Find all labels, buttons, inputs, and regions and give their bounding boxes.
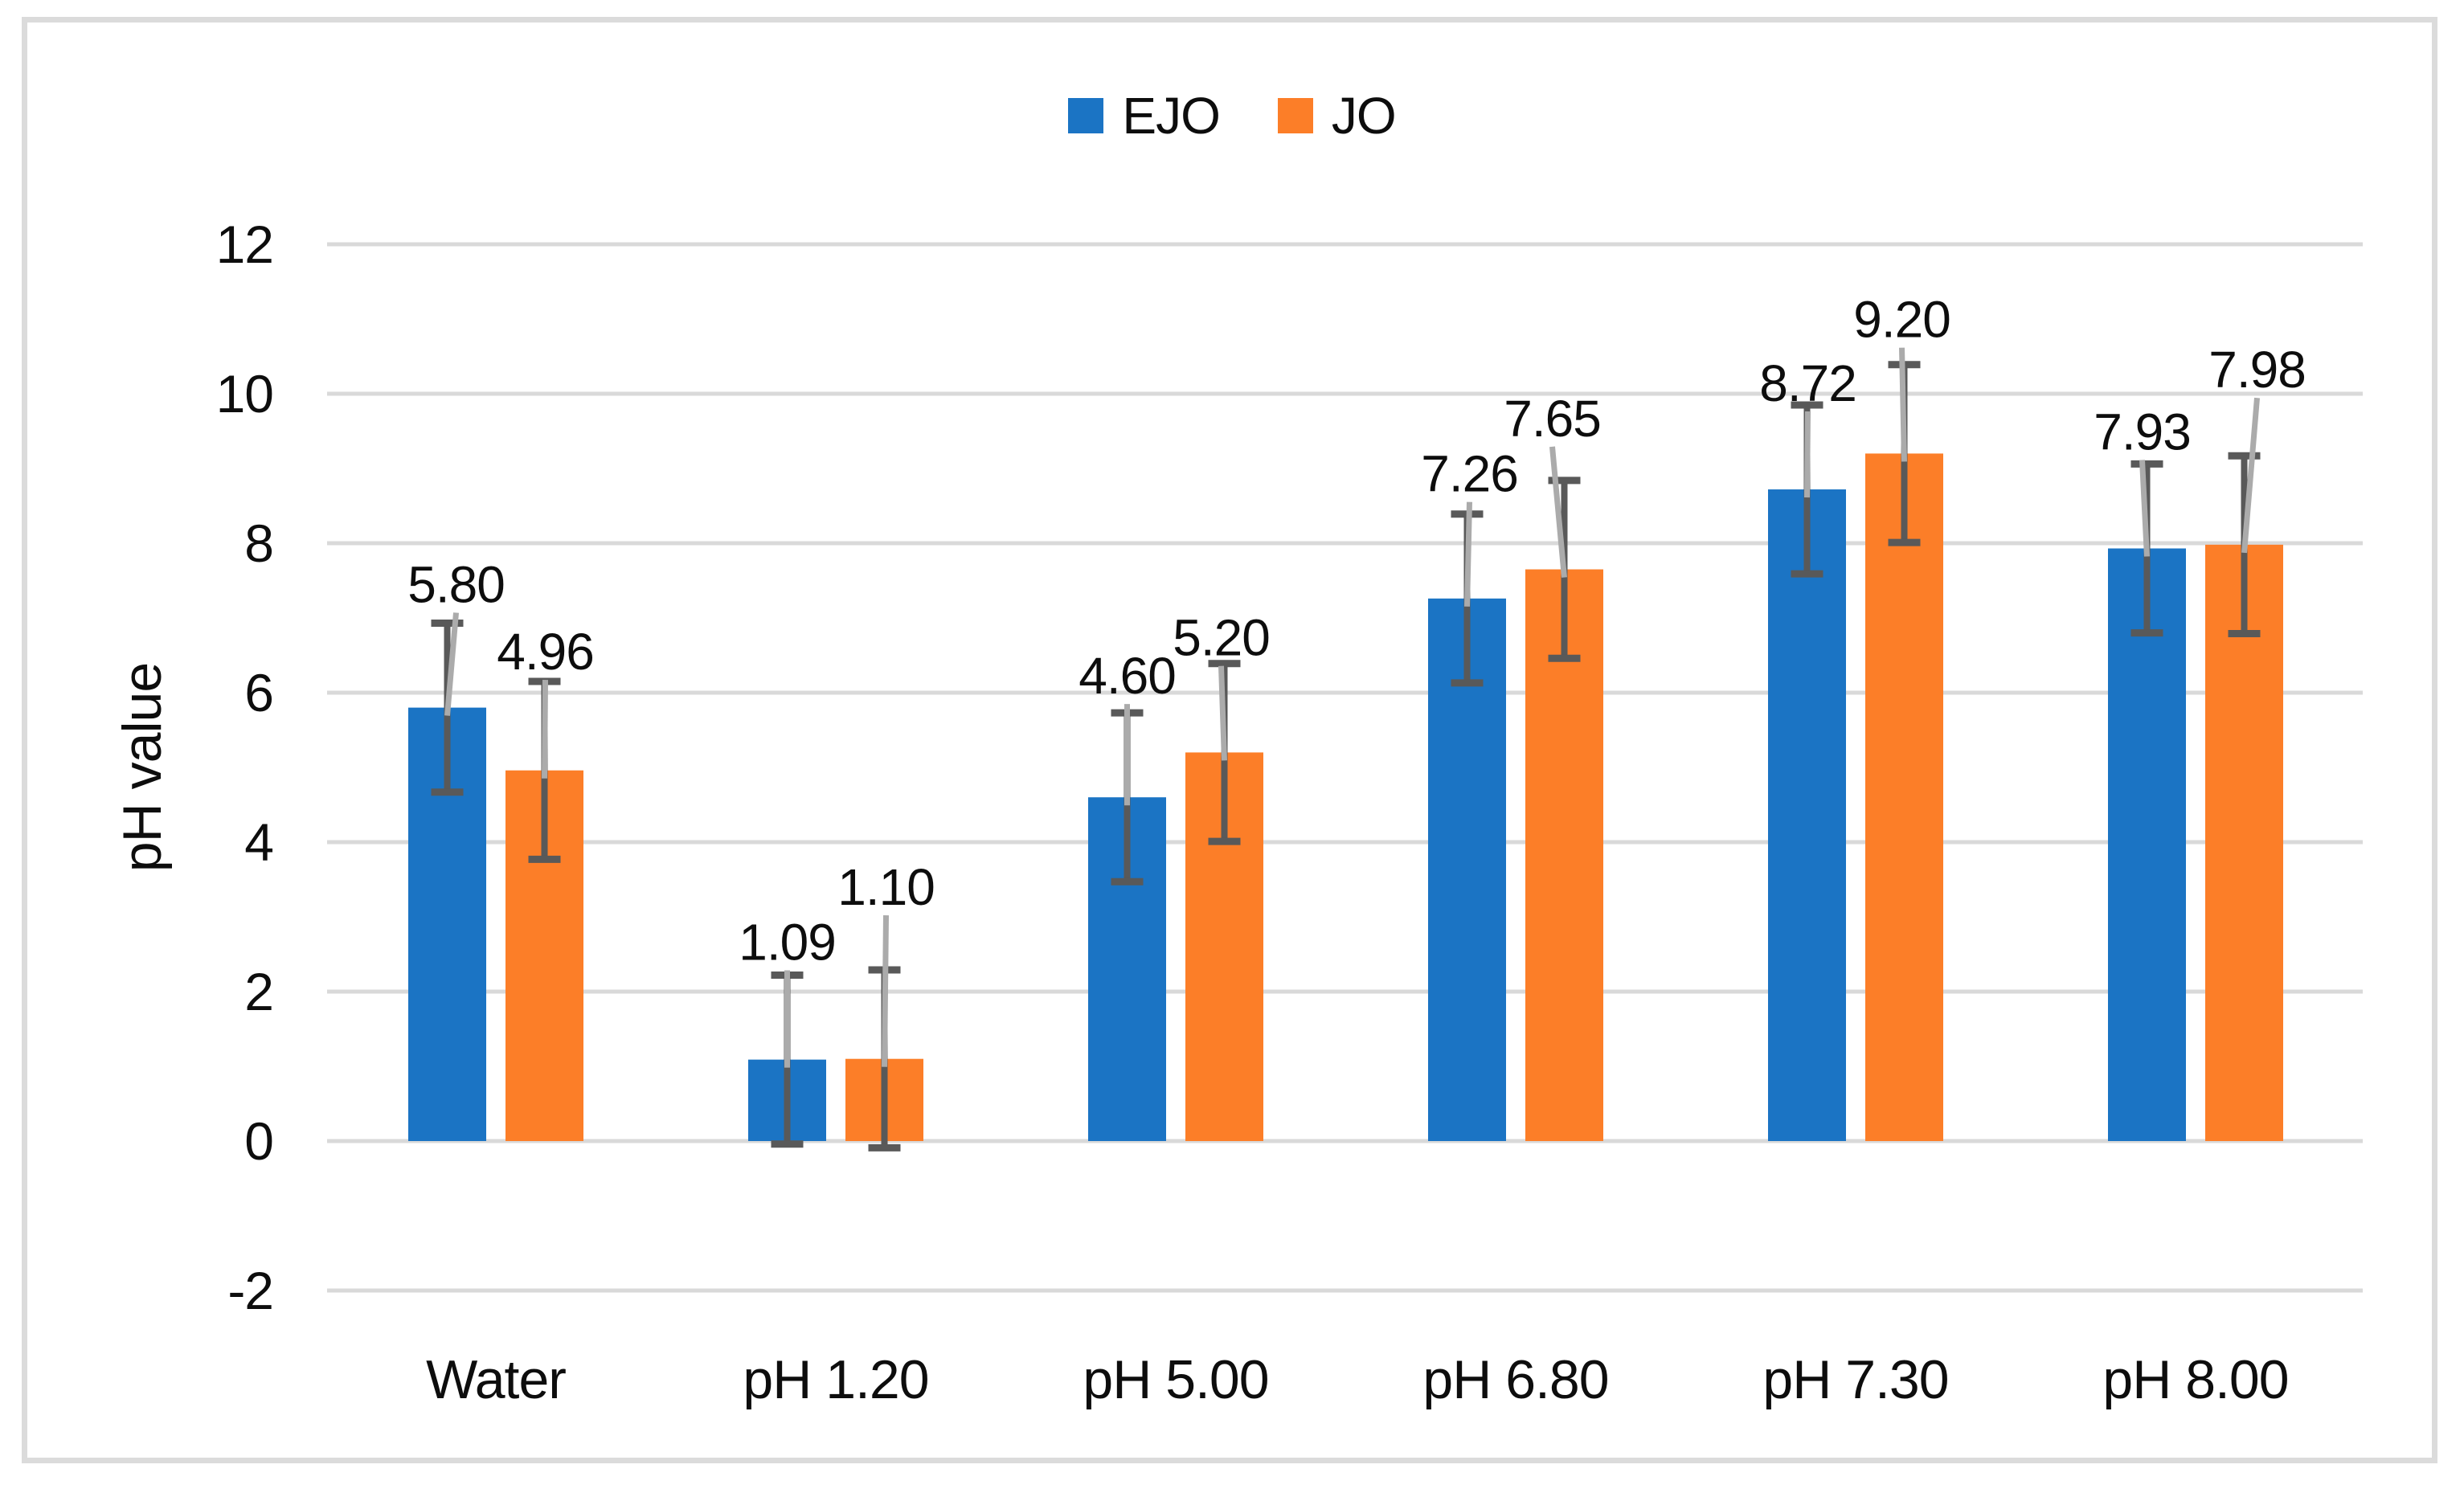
x-label-ph-1-20: pH 1.20	[743, 1349, 928, 1410]
data-label-ejo-ph-6-80: 7.26	[1421, 445, 1518, 503]
bar-jo-ph-6-80	[1525, 569, 1603, 1141]
bar-jo-ph-7-30	[1865, 453, 1943, 1141]
data-label-jo-ph-6-80: 7.65	[1504, 390, 1601, 448]
legend-swatch-jo	[1277, 98, 1313, 133]
label-leader-ejo-ph-7-30	[1804, 411, 1811, 498]
x-label-ph-5-00: pH 5.00	[1083, 1349, 1268, 1410]
label-leader-ejo-ph-6-80	[1464, 501, 1472, 607]
y-tick-10: 10	[216, 364, 273, 423]
label-leader-lines	[444, 347, 2260, 1068]
legend-label-ejo: EJO	[1122, 87, 1220, 145]
label-leader-jo-ph-1-20	[882, 914, 889, 1067]
label-leader-jo-ph-5-00	[1218, 665, 1227, 761]
legend: EJO JO	[0, 90, 2464, 141]
label-leader-jo-water	[542, 680, 548, 779]
bar-jo-ph-8-00	[2205, 544, 2283, 1141]
data-label-jo-ph-1-20: 1.10	[837, 858, 935, 916]
x-label-ph-7-30: pH 7.30	[1762, 1349, 1948, 1410]
label-leader-ejo-ph-8-00	[2139, 460, 2150, 557]
label-leader-jo-ph-6-80	[1549, 446, 1567, 578]
error-bars	[431, 361, 2261, 1152]
legend-label-jo: JO	[1331, 87, 1397, 145]
data-label-ejo-ph-1-20: 1.09	[739, 914, 836, 972]
data-labels: 5.80 1.09 4.60 7.26 8.72 7.93 4.96 1.10 5.20 7.65…	[407, 291, 2306, 972]
x-label-ph-8-00: pH 8.00	[2102, 1349, 2288, 1410]
legend-item-ejo: EJO	[1068, 87, 1221, 145]
data-label-jo-water: 4.96	[497, 623, 594, 681]
data-label-jo-ph-7-30: 9.20	[1853, 291, 1950, 349]
y-tick-0: 0	[244, 1111, 273, 1171]
data-label-ejo-ph-8-00: 7.93	[2094, 403, 2191, 460]
x-label-ph-6-80: pH 6.80	[1422, 1349, 1608, 1410]
data-label-jo-ph-8-00: 7.98	[2208, 341, 2306, 399]
y-tick-8: 8	[244, 513, 273, 573]
y-axis-tick-labels: 12 10 8 6 4 2 0 -2	[216, 215, 274, 1320]
bar-ejo-ph-7-30	[1768, 489, 1846, 1141]
y-tick--2: -2	[227, 1261, 273, 1320]
gridlines	[327, 242, 2363, 1293]
y-axis-title: pH value	[112, 663, 173, 872]
x-label-water: Water	[426, 1349, 566, 1410]
y-tick-4: 4	[244, 812, 273, 872]
bar-ejo-ph-8-00	[2108, 548, 2186, 1141]
data-label-jo-ph-5-00: 5.20	[1173, 609, 1270, 667]
x-axis-category-labels: Water pH 1.20 pH 5.00 pH 6.80 pH 7.30 pH 8.00	[426, 1349, 2290, 1410]
legend-swatch-ejo	[1068, 98, 1104, 133]
label-leader-jo-ph-8-00	[2241, 397, 2260, 554]
label-leader-ejo-water	[444, 612, 459, 716]
data-label-ejo-water: 5.80	[407, 556, 505, 614]
legend-item-jo: JO	[1277, 87, 1397, 145]
data-label-ejo-ph-5-00: 4.60	[1079, 647, 1176, 705]
bar-ejo-ph-6-80	[1428, 598, 1506, 1141]
y-tick-2: 2	[244, 962, 273, 1021]
data-label-ejo-ph-7-30: 8.72	[1759, 354, 1856, 412]
bars	[408, 453, 2283, 1141]
y-tick-12: 12	[216, 215, 273, 274]
y-tick-6: 6	[244, 663, 273, 722]
label-leader-jo-ph-7-30	[1899, 347, 1907, 462]
